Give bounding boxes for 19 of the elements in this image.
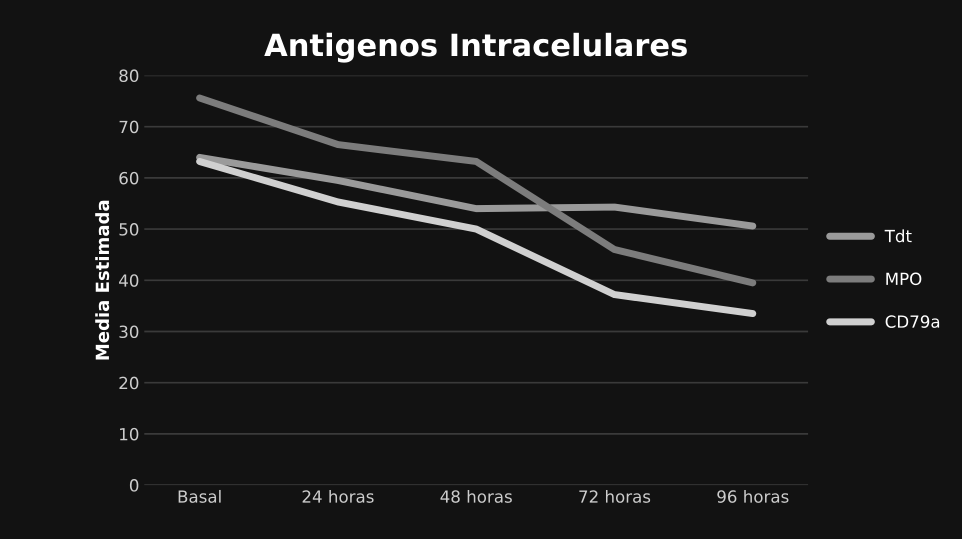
y-tick-label: 60 xyxy=(119,172,138,184)
y-tick-label: 40 xyxy=(119,274,138,287)
y-tick-label: 50 xyxy=(120,223,138,236)
y-axis-title: Media Estimada xyxy=(95,200,110,360)
x-tick-label: 72 horas xyxy=(579,490,650,503)
y-tick-label: 10 xyxy=(120,428,138,440)
legend-label: MPO xyxy=(886,272,922,286)
legend-label: Tdt xyxy=(884,229,912,242)
x-tick-label: 96 horas xyxy=(717,490,788,503)
x-tick-label: Basal xyxy=(178,490,221,503)
y-tick-label: 80 xyxy=(119,69,138,82)
legend-label: CD79a xyxy=(886,315,940,328)
y-tick-label: 0 xyxy=(130,479,138,492)
chart-title: Antigenos Intracelulares xyxy=(264,32,687,63)
y-tick-label: 30 xyxy=(120,325,138,338)
x-tick-label: 48 horas xyxy=(440,490,512,503)
y-tick-label: 20 xyxy=(119,376,138,390)
y-tick-label: 70 xyxy=(120,120,138,134)
x-tick-label: 24 horas xyxy=(302,490,374,503)
